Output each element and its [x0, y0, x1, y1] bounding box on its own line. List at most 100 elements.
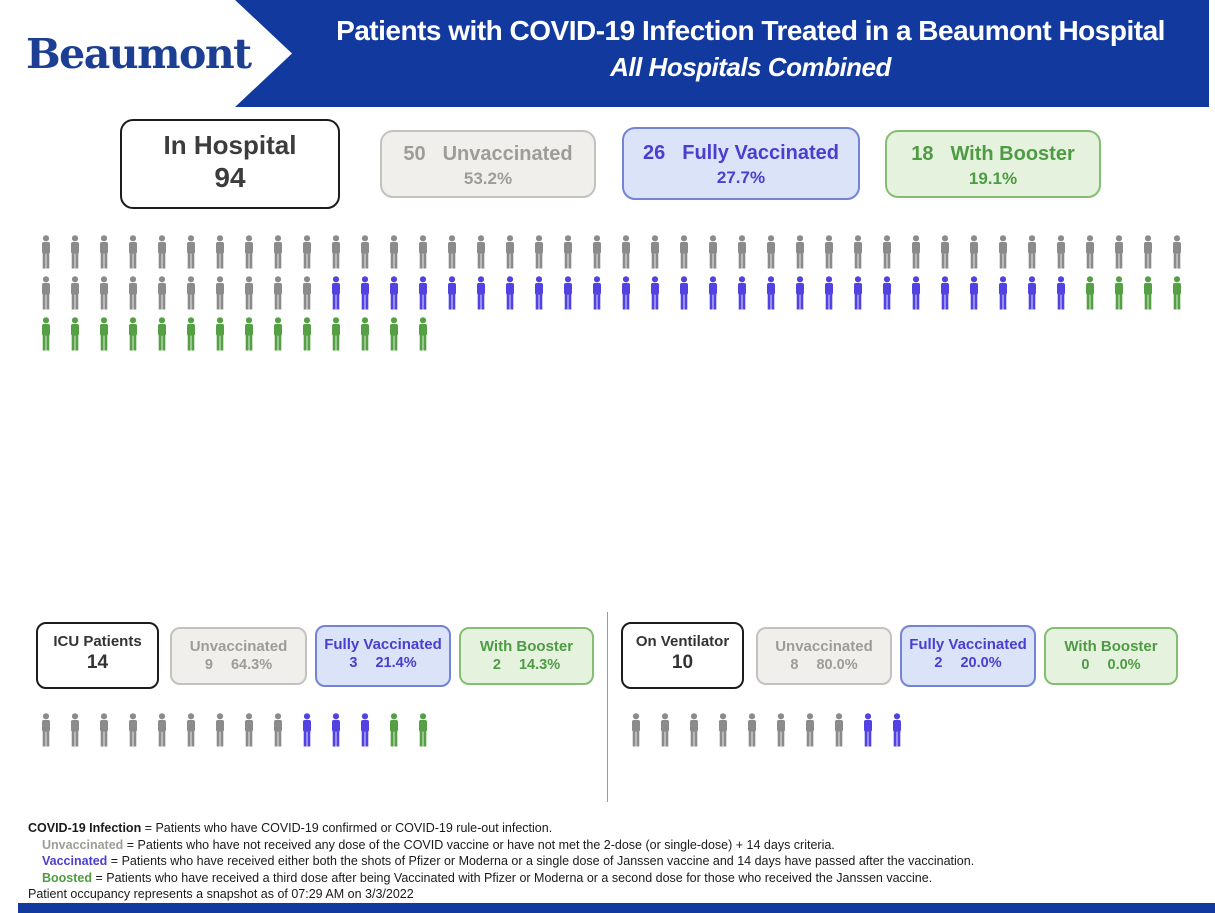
- person-icon-gray: [661, 713, 669, 747]
- person-icon-blue: [361, 276, 369, 310]
- hospital-vaccinated-box: 26 Fully Vaccinated 27.7%: [622, 127, 860, 200]
- person-icon-gray: [767, 235, 775, 269]
- person-icon-gray: [690, 713, 698, 747]
- person-icon-gray: [303, 276, 311, 310]
- person-icon-blue: [564, 276, 572, 310]
- icu-vaccinated-pct: 21.4%: [375, 655, 417, 671]
- person-icon-blue: [448, 276, 456, 310]
- person-icon-blue: [332, 713, 340, 747]
- person-icon-gray: [999, 235, 1007, 269]
- icu-booster-label: With Booster: [479, 638, 574, 655]
- vent-vaccinated-count: 2: [934, 655, 943, 671]
- person-icon-green: [332, 317, 340, 351]
- person-icon-gray: [564, 235, 572, 269]
- person-icon-blue: [767, 276, 775, 310]
- person-icon-gray: [777, 713, 785, 747]
- beaumont-logo: Beaumont: [26, 29, 252, 78]
- person-icon-gray: [274, 713, 282, 747]
- person-icon-gray: [245, 713, 253, 747]
- footnote-line: Boosted = Patients who have received a t…: [28, 870, 1208, 887]
- person-icon-green: [303, 317, 311, 351]
- vent-vaccinated-pct: 20.0%: [960, 655, 1002, 671]
- person-icon-blue: [535, 276, 543, 310]
- person-icon-green: [390, 317, 398, 351]
- in-hospital-count: 94: [214, 162, 246, 193]
- person-icon-gray: [419, 235, 427, 269]
- person-icon-gray: [303, 235, 311, 269]
- unvaccinated-label: Unvaccinated: [442, 143, 573, 165]
- header-banner: Patients with COVID-19 Infection Treated…: [0, 0, 1209, 107]
- person-icon-gray: [1028, 235, 1036, 269]
- person-icon-gray: [806, 713, 814, 747]
- person-icon-gray: [748, 713, 756, 747]
- in-hospital-total-box: In Hospital 94: [120, 119, 340, 209]
- person-icon-gray: [448, 235, 456, 269]
- person-icon-blue: [854, 276, 862, 310]
- vent-booster-box: With Booster 0 0.0%: [1044, 627, 1178, 685]
- footnote-line: COVID-19 Infection = Patients who have C…: [28, 820, 1208, 837]
- person-icon-blue: [796, 276, 804, 310]
- person-icon-gray: [680, 235, 688, 269]
- footnote-line: Vaccinated = Patients who have received …: [28, 853, 1208, 870]
- icu-vaccinated-count: 3: [349, 655, 358, 671]
- page-title: Patients with COVID-19 Infection Treated…: [336, 15, 1165, 46]
- person-icon-green: [419, 713, 427, 747]
- person-icon-gray: [796, 235, 804, 269]
- person-icon-gray: [825, 235, 833, 269]
- person-icon-gray: [854, 235, 862, 269]
- vent-unvaccinated-count: 8: [790, 657, 799, 673]
- person-icon-blue: [738, 276, 746, 310]
- in-hospital-pictograph: [40, 235, 1183, 358]
- vaccinated-count: 26: [643, 142, 666, 164]
- section-divider: [607, 612, 608, 802]
- person-icon-gray: [71, 713, 79, 747]
- person-icon-green: [1144, 276, 1152, 310]
- icu-booster-box: With Booster 2 14.3%: [459, 627, 594, 685]
- person-icon-blue: [864, 713, 872, 747]
- in-hospital-label: In Hospital: [163, 130, 297, 160]
- person-icon-blue: [419, 276, 427, 310]
- person-icon-blue: [1028, 276, 1036, 310]
- vent-booster-label: With Booster: [1064, 638, 1158, 655]
- person-icon-gray: [941, 235, 949, 269]
- icu-pictograph: [40, 713, 429, 754]
- person-icon-green: [187, 317, 195, 351]
- vent-booster-pct: 0.0%: [1107, 657, 1141, 673]
- footnote-text: = Patients who have received a third dos…: [92, 870, 933, 885]
- icu-label: ICU Patients: [53, 633, 142, 650]
- person-icon-gray: [622, 235, 630, 269]
- person-icon-blue: [332, 276, 340, 310]
- person-icon-green: [216, 317, 224, 351]
- unvaccinated-count: 50: [403, 143, 426, 165]
- person-icon-gray: [709, 235, 717, 269]
- icu-total-box: ICU Patients 14: [36, 622, 159, 689]
- person-icon-green: [71, 317, 79, 351]
- person-icon-blue: [970, 276, 978, 310]
- unvaccinated-pct: 53.2%: [463, 169, 513, 188]
- person-icon-blue: [477, 276, 485, 310]
- icu-count: 14: [86, 652, 109, 673]
- person-icon-gray: [632, 713, 640, 747]
- footnote-term: COVID-19 Infection: [28, 821, 142, 835]
- icu-booster-pct: 14.3%: [518, 657, 561, 673]
- footnote-term: Boosted: [42, 870, 92, 885]
- person-icon-blue: [941, 276, 949, 310]
- person-icon-blue: [1057, 276, 1065, 310]
- pictograph-row: [40, 713, 429, 754]
- person-icon-gray: [100, 276, 108, 310]
- person-icon-gray: [158, 235, 166, 269]
- person-icon-gray: [535, 235, 543, 269]
- person-icon-blue: [303, 713, 311, 747]
- person-icon-blue: [622, 276, 630, 310]
- person-icon-blue: [390, 276, 398, 310]
- person-icon-blue: [912, 276, 920, 310]
- person-icon-green: [158, 317, 166, 351]
- person-icon-gray: [477, 235, 485, 269]
- person-icon-blue: [680, 276, 688, 310]
- person-icon-green: [1086, 276, 1094, 310]
- person-icon-gray: [187, 276, 195, 310]
- person-icon-gray: [129, 235, 137, 269]
- snapshot-note: Patient occupancy represents a snapshot …: [28, 887, 414, 901]
- person-icon-green: [274, 317, 282, 351]
- person-icon-green: [361, 317, 369, 351]
